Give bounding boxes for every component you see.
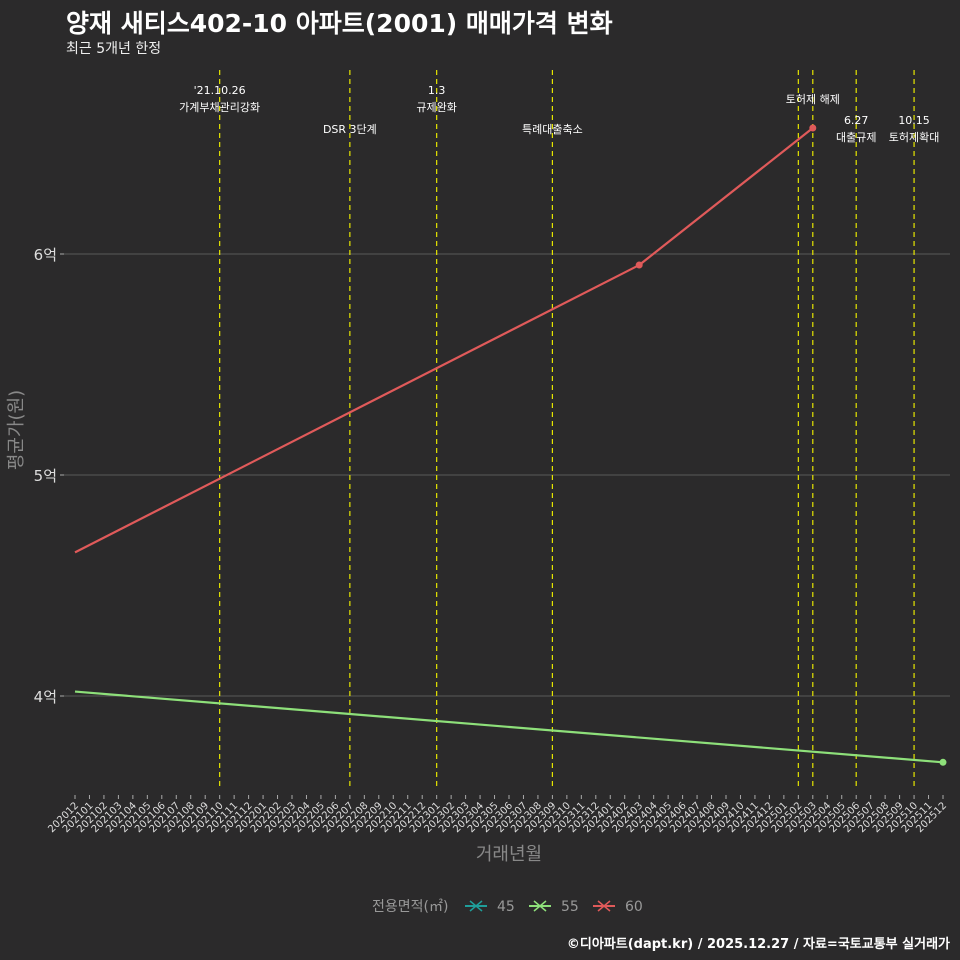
y-tick-label: 4억	[34, 688, 57, 706]
event-label: 토허제 해제	[786, 92, 840, 106]
event-label: 특례대출축소	[522, 123, 583, 136]
legend-key-cross-icon	[469, 900, 483, 912]
series-line-55	[74, 690, 944, 764]
legend-label-45: 45	[497, 899, 515, 915]
x-axis-title: 거래년월	[476, 844, 542, 865]
event-label: 대출규제	[836, 131, 876, 144]
event-label: '21.10.26	[194, 84, 246, 97]
legend-label-60: 60	[625, 899, 643, 915]
event-label: 10.15	[898, 114, 930, 127]
y-tick-label: 6억	[34, 246, 57, 264]
series-line-60	[74, 127, 814, 554]
event-label: 규제완화	[416, 101, 456, 114]
chart-title: 양재 새티스402-10 아파트(2001) 매매가격 변화	[66, 9, 613, 38]
legend-key-cross-icon	[597, 900, 611, 912]
data-point-55	[939, 758, 947, 766]
event-label: 가계부채관리강화	[179, 101, 260, 114]
event-label: DSR 3단계	[323, 123, 377, 136]
legend-key-cross-icon	[533, 900, 547, 912]
event-label: 6.27	[844, 114, 869, 127]
legend-title: 전용면적(㎡)	[372, 899, 448, 915]
chart-subtitle: 최근 5개년 한정	[66, 41, 162, 57]
data-point-60	[809, 124, 817, 132]
event-label: 토허제확대	[889, 131, 940, 144]
y-tick-label: 5억	[34, 467, 57, 485]
data-point-60	[635, 261, 643, 269]
event-label: 1.3	[428, 84, 446, 97]
y-axis-title: 평균가(원)	[6, 390, 27, 470]
legend-label-55: 55	[561, 899, 579, 915]
source-caption: ©디아파트(dapt.kr) / 2025.12.27 / 자료=국토교통부 실…	[566, 937, 950, 952]
